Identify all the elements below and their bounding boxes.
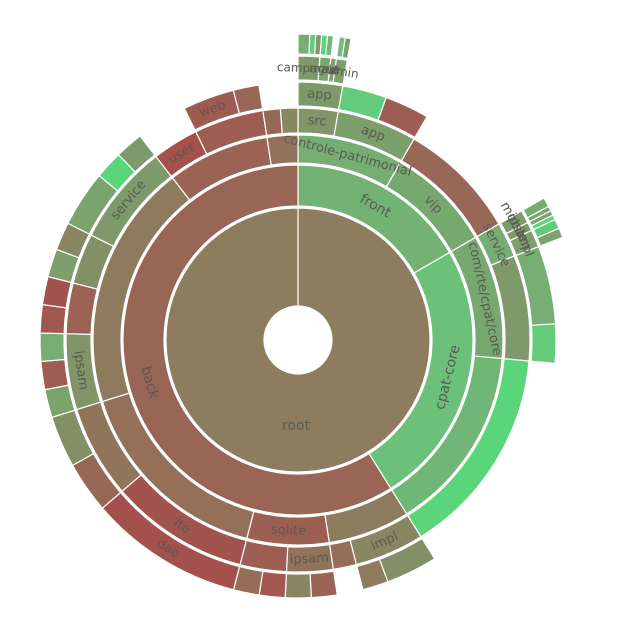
arc-segment-d3[interactable] — [239, 539, 289, 573]
arc-segment-d5[interactable] — [536, 227, 564, 247]
arc-segment-d4[interactable] — [39, 332, 66, 363]
arc-campagne-d5[interactable] — [297, 55, 321, 82]
arc-back-d1[interactable] — [122, 164, 392, 516]
arc-segment-d4[interactable] — [356, 558, 389, 591]
arc-sqlite-d2[interactable] — [246, 510, 330, 546]
arc-segment-d2[interactable] — [266, 134, 299, 166]
arc-segment-d4[interactable] — [232, 84, 264, 115]
arc-ipsam-d3[interactable] — [285, 543, 335, 573]
center-hole — [265, 307, 331, 373]
arc-segment-d4[interactable] — [40, 358, 70, 391]
arc-admin-d5[interactable] — [332, 57, 349, 85]
arc-segment-d4[interactable] — [117, 135, 156, 173]
arc-segment-d6[interactable] — [341, 36, 352, 60]
arc-segment-d4[interactable] — [530, 323, 557, 365]
arc-segment-d6[interactable] — [325, 34, 335, 57]
arc-segment-d4[interactable] — [309, 570, 339, 599]
arc-app-d4[interactable] — [297, 81, 344, 111]
root-ring[interactable] — [165, 207, 431, 473]
arc-segment-d4[interactable] — [258, 570, 287, 599]
arc-segment-d6[interactable] — [297, 33, 311, 55]
arc-src-d3[interactable] — [297, 107, 339, 137]
arc-segment-d3[interactable] — [279, 107, 299, 135]
arc-segment-d4[interactable] — [39, 303, 67, 335]
arc-segment-d3[interactable] — [262, 108, 283, 137]
arc-segment-d4[interactable] — [284, 573, 312, 599]
arc-segment-d4[interactable] — [377, 96, 428, 139]
